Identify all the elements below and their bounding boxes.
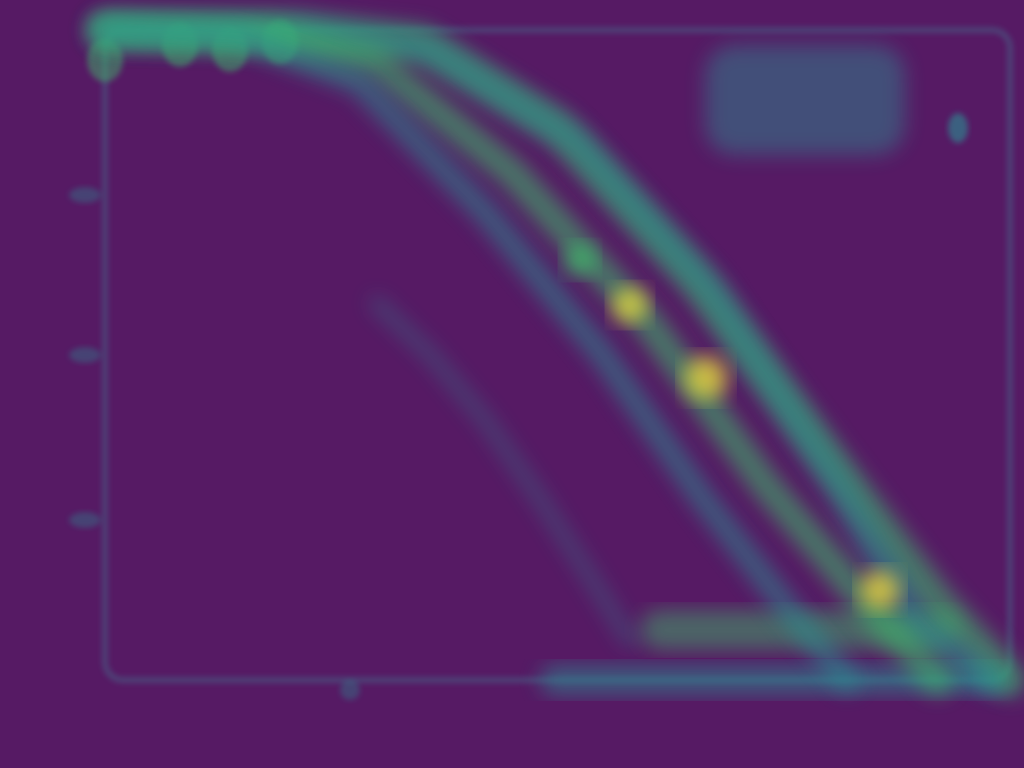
y-tick-2 [69, 512, 101, 528]
hotspot-0 [684, 356, 728, 400]
top-blob-0 [87, 38, 123, 82]
series-line-4 [369, 296, 637, 648]
y-tick-1 [69, 347, 101, 363]
legend-box [705, 45, 905, 155]
hotspot-2 [860, 570, 900, 610]
series-line-3 [93, 18, 860, 692]
legend-marker [948, 113, 968, 143]
hotspot-1 [612, 287, 648, 323]
y-tick-0 [69, 187, 101, 203]
y-axis-label [0, 300, 20, 420]
x-axis-band [540, 665, 1010, 695]
series-line-1 [91, 16, 1006, 694]
hotspot-3 [564, 244, 596, 276]
x-tick-0 [340, 680, 360, 700]
